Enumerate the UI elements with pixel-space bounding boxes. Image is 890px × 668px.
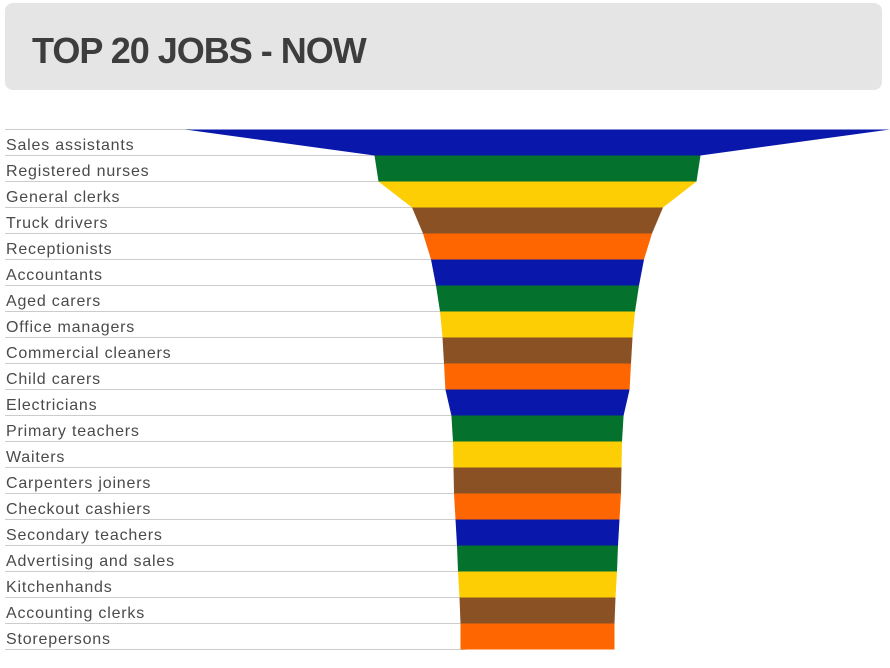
svg-text:Carpenters joiners: Carpenters joiners bbox=[6, 475, 151, 492]
svg-text:Secondary teachers: Secondary teachers bbox=[6, 527, 163, 544]
svg-text:Accounting clerks: Accounting clerks bbox=[6, 605, 145, 622]
svg-text:Storepersons: Storepersons bbox=[6, 631, 111, 648]
svg-text:Aged carers: Aged carers bbox=[6, 293, 101, 310]
svg-text:Accountants: Accountants bbox=[6, 267, 103, 284]
svg-text:Advertising and sales: Advertising and sales bbox=[6, 553, 175, 570]
svg-text:Truck drivers: Truck drivers bbox=[6, 215, 108, 232]
svg-text:Kitchenhands: Kitchenhands bbox=[6, 579, 113, 596]
svg-text:General clerks: General clerks bbox=[6, 189, 120, 206]
svg-text:Registered nurses: Registered nurses bbox=[6, 163, 149, 180]
svg-text:Sales assistants: Sales assistants bbox=[6, 137, 134, 154]
svg-text:Checkout cashiers: Checkout cashiers bbox=[6, 501, 151, 518]
svg-text:Receptionists: Receptionists bbox=[6, 241, 112, 258]
svg-text:Commercial cleaners: Commercial cleaners bbox=[6, 345, 171, 362]
svg-text:Waiters: Waiters bbox=[6, 449, 65, 466]
svg-text:Electricians: Electricians bbox=[6, 397, 97, 414]
svg-text:Child carers: Child carers bbox=[6, 371, 101, 388]
svg-text:Primary teachers: Primary teachers bbox=[6, 423, 140, 440]
svg-text:Office managers: Office managers bbox=[6, 319, 135, 336]
